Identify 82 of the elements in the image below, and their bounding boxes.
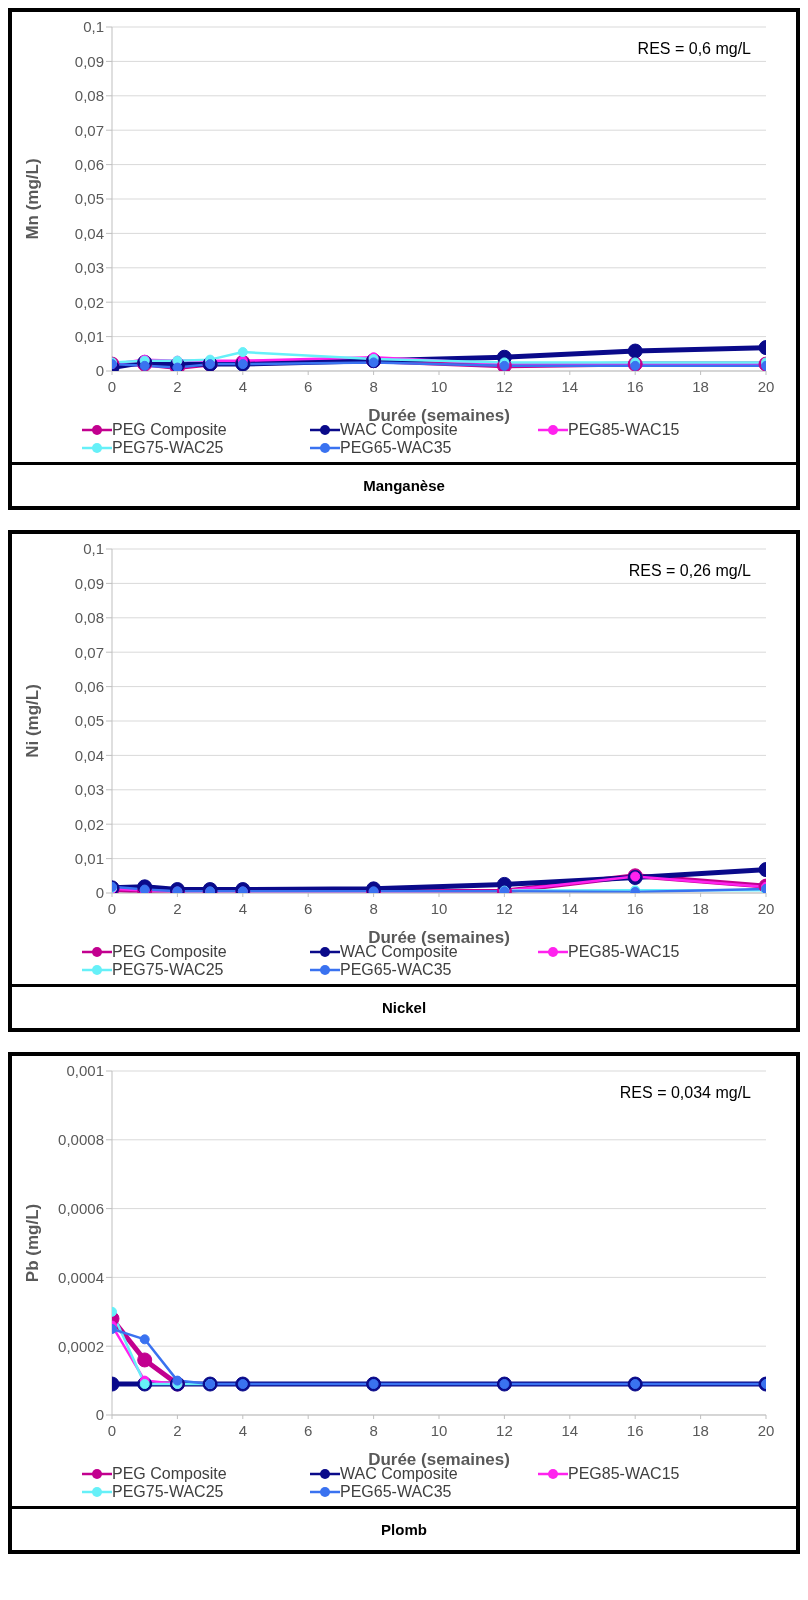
y-tick-label: 0,03 bbox=[74, 259, 104, 277]
y-tick-label: 0 bbox=[95, 884, 104, 902]
y-tick-label: 0,0008 bbox=[58, 1131, 104, 1149]
x-tick-label: 8 bbox=[369, 1421, 378, 1439]
x-tick-label: 8 bbox=[369, 899, 378, 917]
x-tick-label: 16 bbox=[626, 1421, 644, 1439]
y-tick-label: 0,0006 bbox=[58, 1199, 104, 1217]
x-tick-label: 6 bbox=[304, 1421, 313, 1439]
y-tick-label: 0,06 bbox=[74, 677, 104, 695]
annotation: RES = 0,6 mg/L bbox=[637, 40, 751, 58]
x-tick-label: 12 bbox=[496, 899, 513, 917]
y-tick-label: 0,01 bbox=[74, 849, 104, 867]
x-tick-label: 20 bbox=[757, 1421, 775, 1439]
y-tick-label: 0,1 bbox=[83, 18, 104, 36]
y-tick-label: 0,08 bbox=[74, 609, 104, 627]
x-tick-label: 14 bbox=[561, 377, 579, 395]
y-tick-label: 0,0002 bbox=[58, 1337, 104, 1355]
y-tick-label: 0,03 bbox=[74, 781, 104, 799]
x-tick-label: 0 bbox=[107, 377, 117, 395]
x-tick-label: 12 bbox=[496, 1421, 513, 1439]
y-tick-label: 0,1 bbox=[83, 540, 104, 558]
y-tick-label: 0,06 bbox=[74, 155, 104, 173]
x-tick-label: 2 bbox=[173, 899, 182, 917]
x-tick-label: 16 bbox=[626, 899, 644, 917]
y-axis-title: Mn (mg/L) bbox=[23, 158, 43, 240]
y-tick-label: 0,04 bbox=[74, 746, 104, 764]
x-tick-label: 14 bbox=[561, 1421, 579, 1439]
y-tick-label: 0,04 bbox=[74, 224, 104, 242]
legend-label: PEG Composite bbox=[112, 1465, 227, 1483]
legend-label: PEG Composite bbox=[112, 421, 227, 439]
legend-label: PEG85-WAC15 bbox=[568, 1465, 680, 1483]
y-tick-label: 0,09 bbox=[74, 574, 104, 592]
text: Manganèse bbox=[12, 462, 796, 506]
x-tick-label: 10 bbox=[430, 899, 448, 917]
x-tick-label: 10 bbox=[430, 1421, 448, 1439]
legend-label: PEG75-WAC25 bbox=[112, 961, 224, 979]
legend-label: PEG65-WAC35 bbox=[340, 439, 452, 457]
x-tick-label: 18 bbox=[692, 899, 709, 917]
legend-label: PEG85-WAC15 bbox=[568, 421, 680, 439]
x-tick-label: 20 bbox=[757, 899, 775, 917]
y-tick-label: 0,0004 bbox=[58, 1268, 104, 1286]
y-tick-label: 0,01 bbox=[74, 327, 104, 345]
legend-label: PEG75-WAC25 bbox=[112, 1483, 224, 1501]
y-tick-label: 0,08 bbox=[74, 87, 104, 105]
x-tick-label: 6 bbox=[304, 899, 313, 917]
y-tick-label: 0,09 bbox=[74, 52, 104, 70]
legend-label: PEG65-WAC35 bbox=[340, 1483, 452, 1501]
x-tick-label: 10 bbox=[430, 377, 448, 395]
x-tick-label: 8 bbox=[369, 377, 378, 395]
y-tick-label: 0,001 bbox=[66, 1062, 104, 1080]
legend-label: PEG65-WAC35 bbox=[340, 961, 452, 979]
y-axis-title: Ni (mg/L) bbox=[23, 684, 43, 758]
x-tick-label: 0 bbox=[107, 1421, 117, 1439]
x-tick-label: 6 bbox=[304, 377, 313, 395]
x-tick-label: 4 bbox=[238, 377, 247, 395]
text: Plomb bbox=[12, 1506, 796, 1550]
y-tick-label: 0,07 bbox=[74, 643, 104, 661]
x-tick-label: 18 bbox=[692, 1421, 709, 1439]
legend-label: PEG Composite bbox=[112, 943, 227, 961]
legend-label: PEG75-WAC25 bbox=[112, 439, 224, 457]
x-tick-label: 14 bbox=[561, 899, 579, 917]
y-axis-title: Pb (mg/L) bbox=[23, 1203, 43, 1283]
text: Nickel bbox=[12, 984, 796, 1028]
legend-label: PEG85-WAC15 bbox=[568, 943, 680, 961]
y-tick-label: 0 bbox=[95, 1406, 104, 1424]
y-tick-label: 0 bbox=[95, 362, 104, 380]
x-tick-label: 12 bbox=[496, 377, 513, 395]
y-tick-label: 0,02 bbox=[74, 293, 104, 311]
x-tick-label: 4 bbox=[238, 899, 247, 917]
x-tick-label: 18 bbox=[692, 377, 709, 395]
annotation: RES = 0,26 mg/L bbox=[628, 562, 751, 580]
x-tick-label: 0 bbox=[107, 899, 117, 917]
x-tick-label: 2 bbox=[173, 377, 182, 395]
x-tick-label: 20 bbox=[757, 377, 775, 395]
y-tick-label: 0,05 bbox=[74, 190, 104, 208]
x-tick-label: 16 bbox=[626, 377, 644, 395]
y-tick-label: 0,05 bbox=[74, 712, 104, 730]
y-tick-label: 0,02 bbox=[74, 815, 104, 833]
x-tick-label: 2 bbox=[173, 1421, 182, 1439]
y-tick-label: 0,07 bbox=[74, 121, 104, 139]
x-tick-label: 4 bbox=[238, 1421, 247, 1439]
annotation: RES = 0,034 mg/L bbox=[619, 1084, 751, 1102]
